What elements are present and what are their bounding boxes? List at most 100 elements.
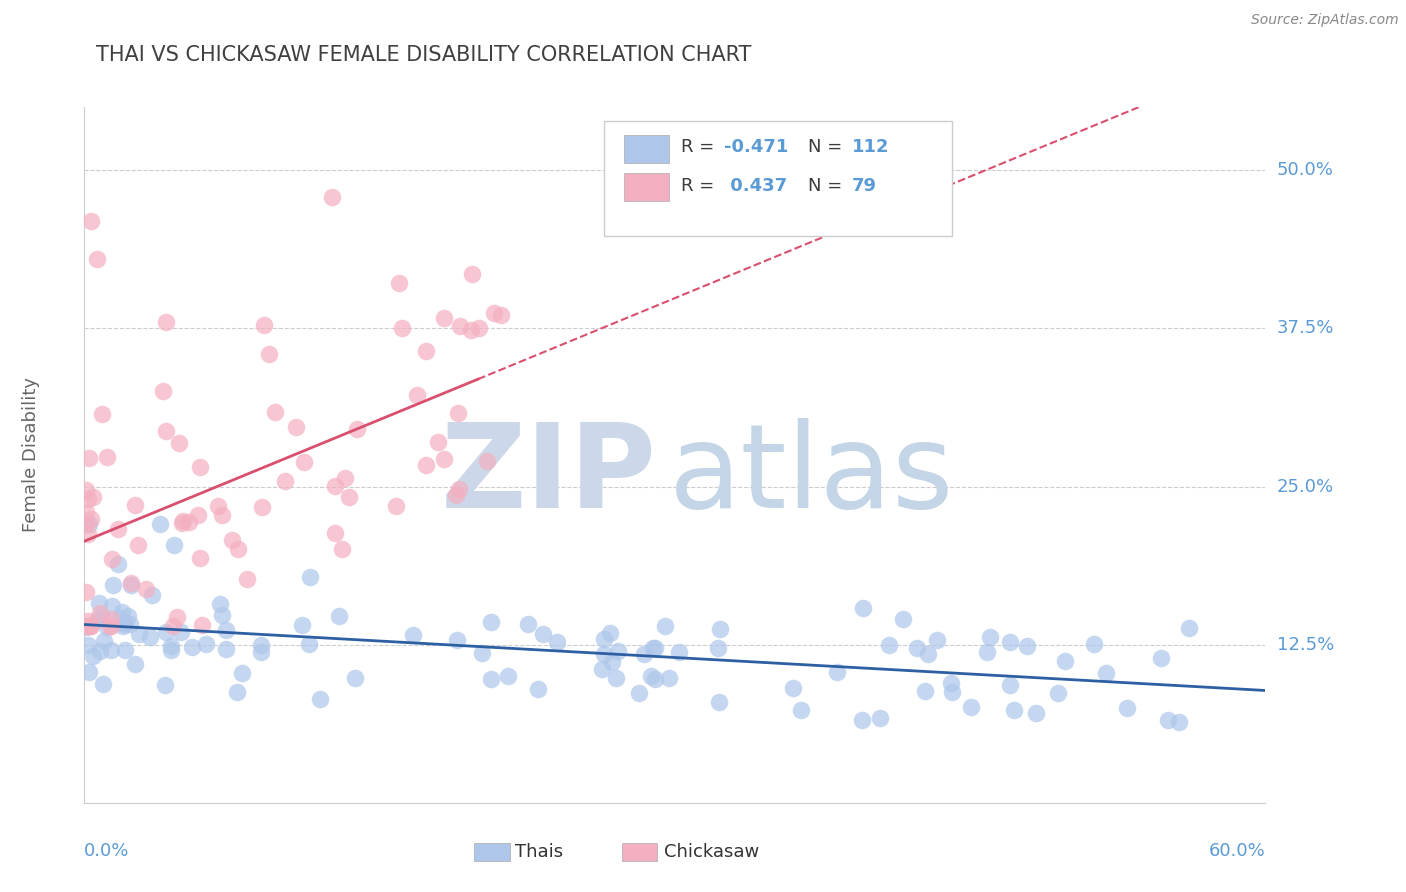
Point	[80, 512, 103, 526]
Point	[170, 516, 193, 531]
Point	[188, 460, 211, 475]
Point	[124, 657, 146, 672]
Point	[107, 522, 129, 536]
Point	[527, 681, 550, 696]
Point	[172, 514, 194, 528]
Point	[226, 541, 249, 556]
Point	[110, 605, 132, 619]
Point	[827, 665, 849, 679]
Point	[1015, 640, 1038, 654]
Point	[169, 624, 191, 639]
Text: N =: N =	[808, 177, 848, 194]
Point	[215, 623, 238, 637]
Point	[346, 422, 368, 436]
Point	[162, 618, 184, 632]
Point	[546, 635, 568, 649]
Point	[77, 618, 100, 632]
Point	[308, 692, 330, 706]
Point	[297, 637, 319, 651]
Point	[75, 483, 97, 497]
Text: 37.5%: 37.5%	[1277, 319, 1334, 337]
Point	[120, 576, 142, 591]
Point	[82, 491, 104, 505]
Point	[96, 450, 118, 464]
Point	[1095, 665, 1118, 680]
Point	[167, 436, 190, 450]
Point	[108, 611, 131, 625]
Point	[179, 515, 201, 529]
Point	[605, 671, 627, 685]
Point	[976, 645, 998, 659]
Point	[479, 615, 502, 630]
Point	[484, 306, 506, 320]
Point	[658, 671, 681, 685]
Point	[1115, 701, 1137, 715]
Point	[114, 615, 136, 630]
Point	[606, 644, 628, 658]
Point	[1002, 703, 1025, 717]
Bar	[624, 135, 669, 162]
Point	[208, 597, 231, 611]
Point	[90, 407, 112, 421]
Point	[654, 619, 676, 633]
Point	[211, 508, 233, 523]
Point	[471, 646, 494, 660]
Point	[591, 662, 613, 676]
Point	[257, 347, 280, 361]
Point	[449, 318, 471, 333]
Point	[321, 189, 343, 203]
Point	[905, 641, 928, 656]
Point	[460, 323, 482, 337]
Text: 25.0%: 25.0%	[1277, 477, 1334, 496]
Point	[117, 609, 139, 624]
Point	[641, 640, 664, 655]
Text: 112: 112	[852, 138, 890, 156]
Point	[250, 638, 273, 652]
Text: -0.471: -0.471	[724, 138, 789, 156]
Point	[925, 633, 948, 648]
Point	[138, 630, 160, 644]
Point	[709, 622, 731, 636]
Point	[79, 214, 101, 228]
Point	[82, 648, 104, 663]
Point	[207, 499, 229, 513]
Point	[163, 538, 186, 552]
Point	[644, 641, 666, 656]
Point	[707, 695, 730, 709]
Point	[325, 479, 347, 493]
Point	[1046, 686, 1069, 700]
Point	[998, 678, 1021, 692]
Point	[593, 632, 616, 646]
Point	[402, 627, 425, 641]
Bar	[621, 843, 657, 861]
Point	[79, 618, 101, 632]
Point	[1156, 713, 1178, 727]
Point	[166, 610, 188, 624]
Point	[593, 647, 616, 661]
Point	[461, 267, 484, 281]
Point	[1178, 621, 1201, 635]
Point	[107, 558, 129, 572]
Bar	[474, 843, 509, 861]
Point	[941, 685, 963, 699]
Point	[153, 678, 176, 692]
Point	[600, 655, 623, 669]
Point	[333, 470, 356, 484]
Point	[100, 612, 122, 626]
Point	[1053, 654, 1076, 668]
Point	[998, 634, 1021, 648]
Text: THAI VS CHICKASAW FEMALE DISABILITY CORRELATION CHART: THAI VS CHICKASAW FEMALE DISABILITY CORR…	[96, 45, 752, 65]
Point	[141, 588, 163, 602]
Point	[891, 612, 914, 626]
Point	[75, 517, 97, 532]
Point	[93, 633, 115, 648]
Point	[707, 641, 730, 656]
Point	[426, 434, 449, 449]
Point	[446, 633, 468, 648]
Point	[75, 505, 97, 519]
Bar	[624, 173, 669, 201]
Point	[225, 684, 247, 698]
Point	[960, 700, 983, 714]
Point	[89, 606, 111, 620]
Point	[415, 344, 437, 359]
